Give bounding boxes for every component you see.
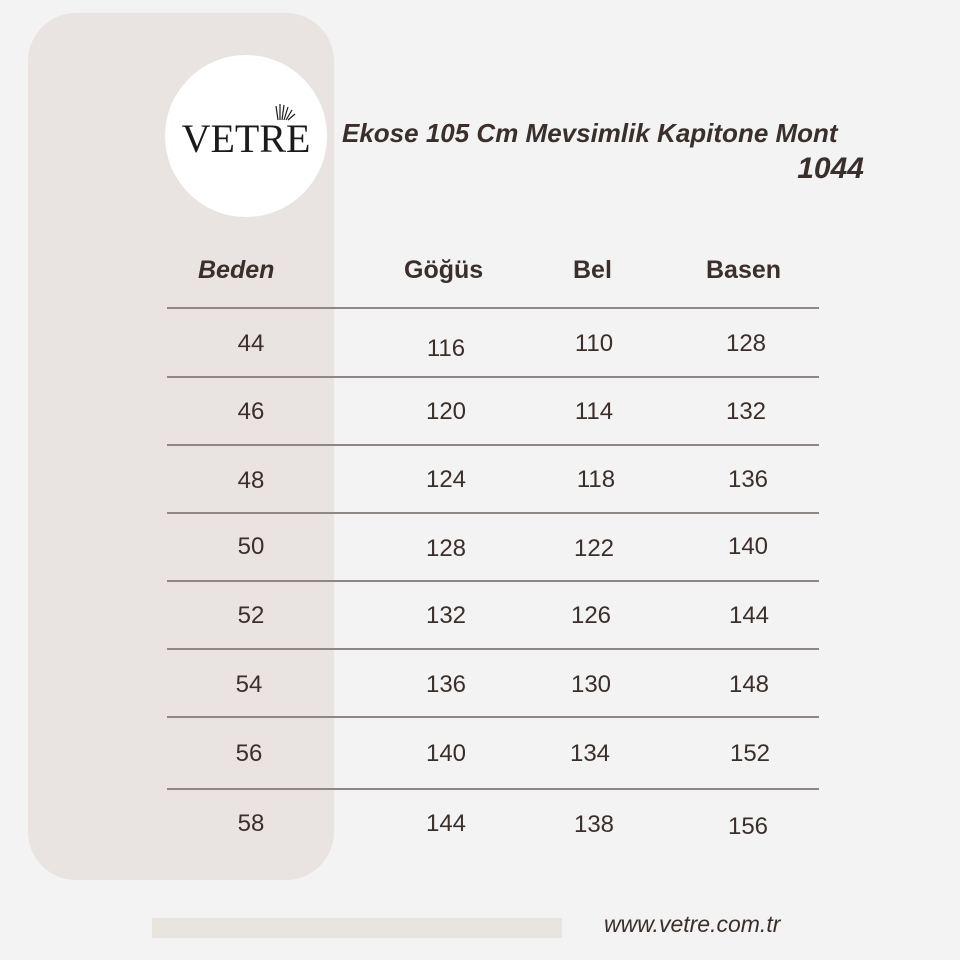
header-gogus: Göğüs: [404, 256, 484, 284]
product-code: 1044: [797, 152, 864, 185]
header-basen: Basen: [706, 256, 782, 284]
crown-icon: [274, 103, 295, 120]
brand-logo: VETRE: [165, 55, 327, 217]
divider: [167, 648, 819, 650]
header-beden: Beden: [198, 256, 275, 284]
website-link[interactable]: www.vetre.com.tr: [604, 911, 781, 937]
header-bel: Bel: [573, 256, 612, 284]
logo-text: VETRE: [182, 103, 310, 162]
divider: [167, 444, 819, 446]
footer-bar: [152, 918, 562, 938]
divider: [167, 376, 819, 378]
divider: [167, 307, 819, 309]
divider: [167, 716, 819, 718]
divider: [167, 580, 819, 582]
divider: [167, 788, 819, 790]
product-title: Ekose 105 Cm Mevsimlik Kapitone Mont: [342, 118, 838, 148]
divider: [167, 512, 819, 514]
